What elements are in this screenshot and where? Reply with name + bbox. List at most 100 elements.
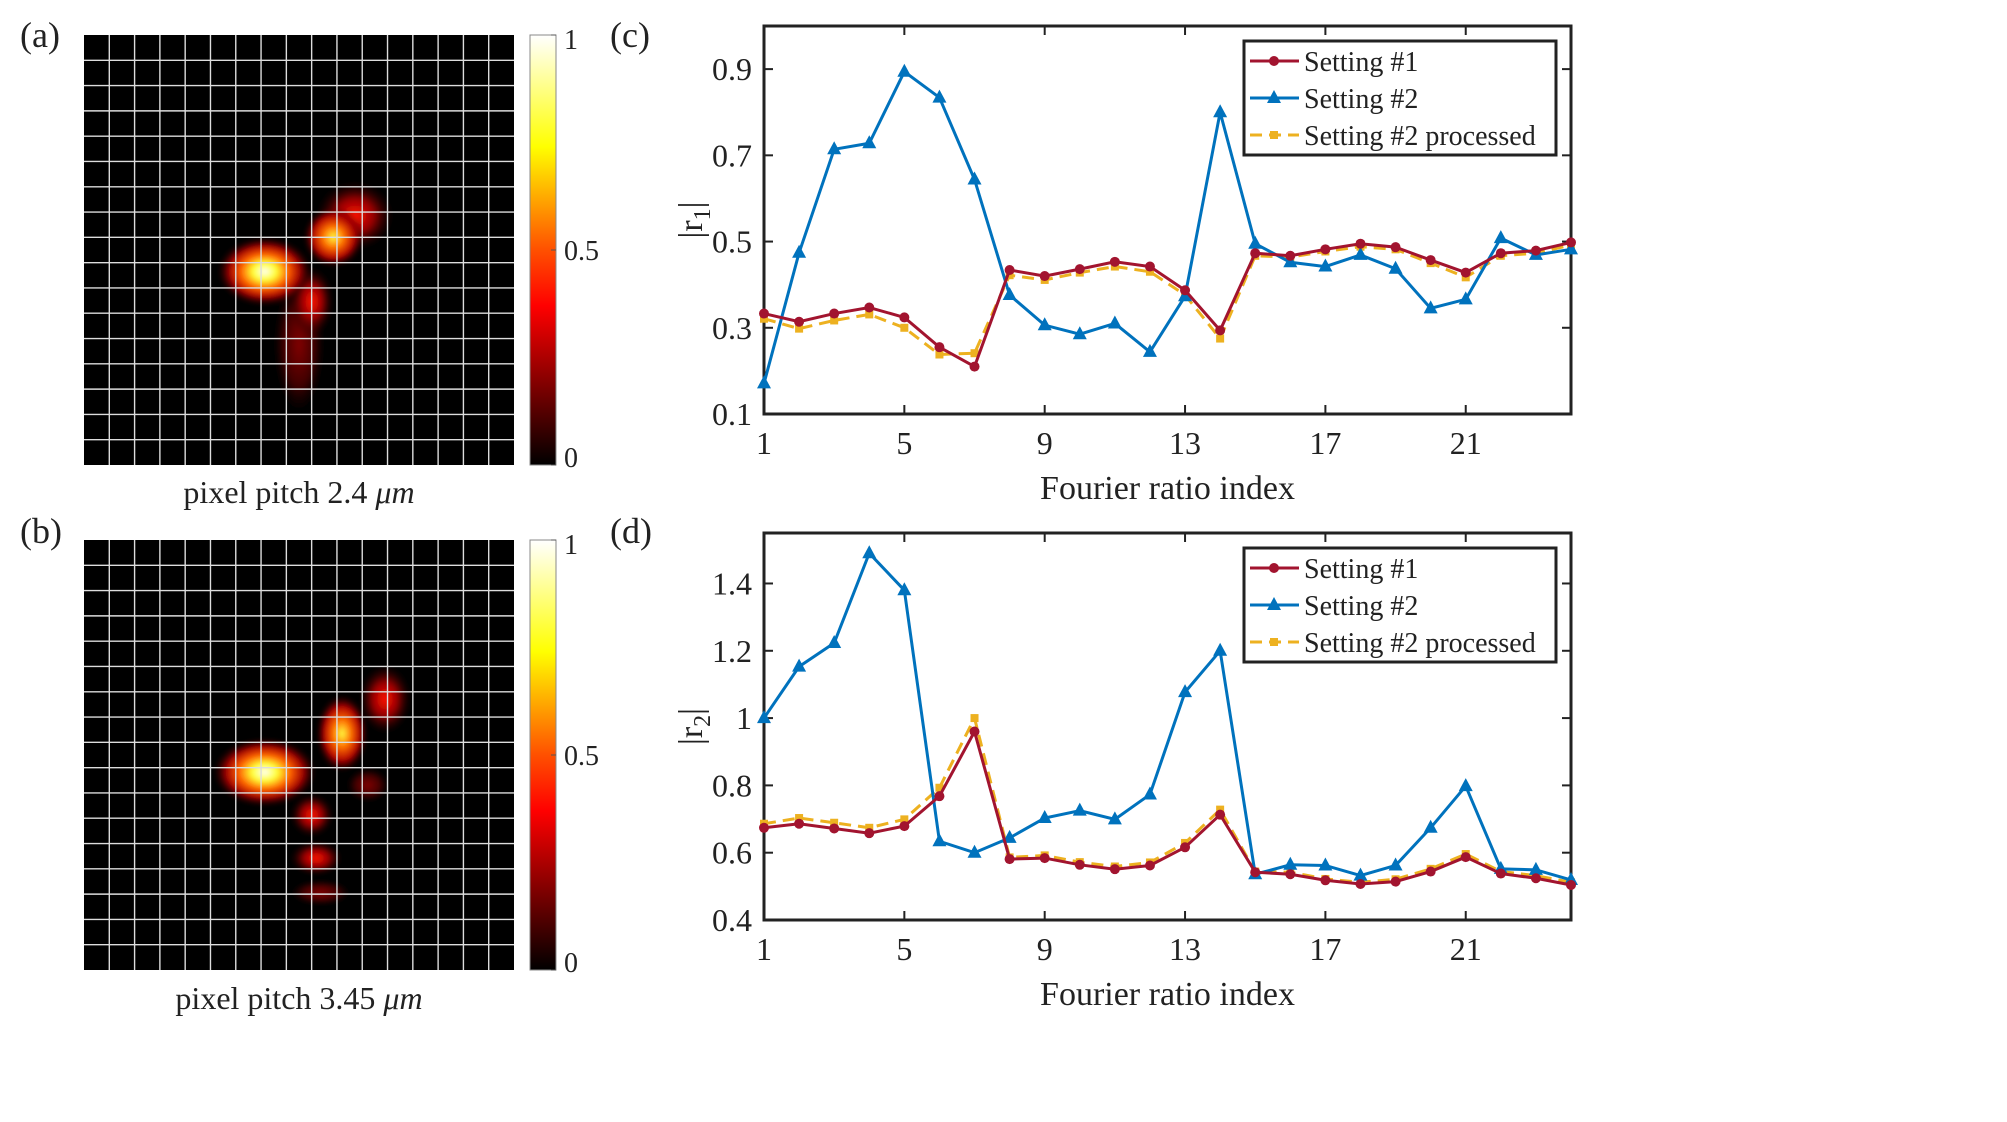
data-point [1283,856,1298,870]
data-point [1216,805,1225,814]
data-point [1213,642,1228,656]
y-tick-label: 0.9 [712,51,752,87]
data-point [795,324,804,333]
y-tick-label: 0.4 [712,902,752,938]
heatmap-spot [346,767,390,803]
data-point [757,375,771,389]
data-point [1530,245,1541,256]
data-point [827,141,842,155]
data-point [794,818,805,829]
x-tick-label: 17 [1309,931,1341,967]
data-point [1074,264,1085,275]
data-point [1495,248,1506,259]
legend-marker [1269,563,1279,573]
x-tick-label: 13 [1169,425,1201,461]
data-point [1458,778,1473,792]
data-point [1039,271,1050,282]
data-point [864,828,875,839]
series-line [762,69,1572,384]
heatmap-spot [316,694,368,773]
series-setting-1 [759,237,1576,372]
data-point [1248,235,1263,249]
series-setting-2 [757,545,1578,885]
y-tick-label: 1 [736,700,752,736]
data-point [1528,861,1543,875]
data-point [969,361,980,372]
data-point [862,545,877,559]
data-point [1109,864,1120,875]
y-tick-label: 0.7 [712,137,752,173]
x-tick-label: 5 [896,425,912,461]
data-point [864,302,875,313]
data-point [1530,873,1541,884]
data-point [830,316,839,325]
data-point [897,63,912,77]
data-point [1388,857,1403,871]
data-point [827,635,842,649]
series-line [763,240,1572,369]
series-line [763,243,1572,357]
legend-entry: Setting #1 [1304,47,1418,78]
data-point [1144,261,1155,272]
data-point [1318,258,1333,272]
legend-marker [1270,131,1278,139]
data-point [757,710,771,724]
legend-entry: Setting #2 processed [1304,121,1536,152]
heatmap-spot [290,879,351,906]
series-setting-2 [757,63,1578,389]
data-point [1004,265,1015,276]
data-point [759,308,769,319]
data-point [1566,237,1576,248]
data-point [1215,325,1226,336]
data-point [792,244,807,258]
data-point [1425,866,1436,877]
data-point [1460,267,1471,278]
data-point [1566,880,1576,891]
caption-a-unit: μm [375,474,415,510]
data-point [1250,248,1261,259]
x-axis-label: Fourier ratio index [1040,976,1295,1013]
y-tick-label: 1.2 [712,633,752,669]
data-point [1460,852,1471,863]
data-point [759,822,769,833]
data-point [1004,854,1015,865]
data-point [1458,291,1473,305]
data-point [1072,802,1087,816]
legend-entry: Setting #2 [1304,84,1418,115]
caption-a: pixel pitch 2.4 μm [84,474,514,511]
data-point [1390,876,1401,887]
data-point [1178,684,1193,698]
legend-entry: Setting #2 processed [1304,628,1536,659]
colorbar-tick-label: 0.5 [564,741,599,772]
data-point [795,814,804,823]
panel-label-b: (b) [20,511,62,551]
data-point [1250,867,1261,878]
x-axis-label: Fourier ratio index [1040,470,1295,507]
heatmap-spot [217,237,312,306]
heatmap-spot [290,841,343,876]
data-point [967,171,982,185]
data-point [1142,786,1157,800]
x-tick-label: 1 [756,931,772,967]
series-line [762,550,1572,882]
caption-b: pixel pitch 3.45 μm [84,980,514,1017]
data-point [1388,260,1403,274]
x-tick-label: 9 [1037,931,1053,967]
data-point [1107,811,1122,825]
data-point [1423,300,1438,314]
data-point [1144,860,1155,871]
data-point [1564,241,1578,255]
colorbar-tick-label: 1 [564,530,578,561]
panel-label-a: (a) [20,15,60,55]
series-line [763,713,1572,884]
heatmap-intensity-b [213,664,411,906]
legend-entry: Setting #2 [1304,591,1418,622]
data-point [897,582,912,596]
data-point [1215,809,1226,820]
y-tick-label: 0.3 [712,310,752,346]
series-line [763,727,1572,887]
y-axis-label: |r2| [673,708,716,745]
data-point [900,323,909,332]
y-tick-label: 0.1 [712,396,752,432]
